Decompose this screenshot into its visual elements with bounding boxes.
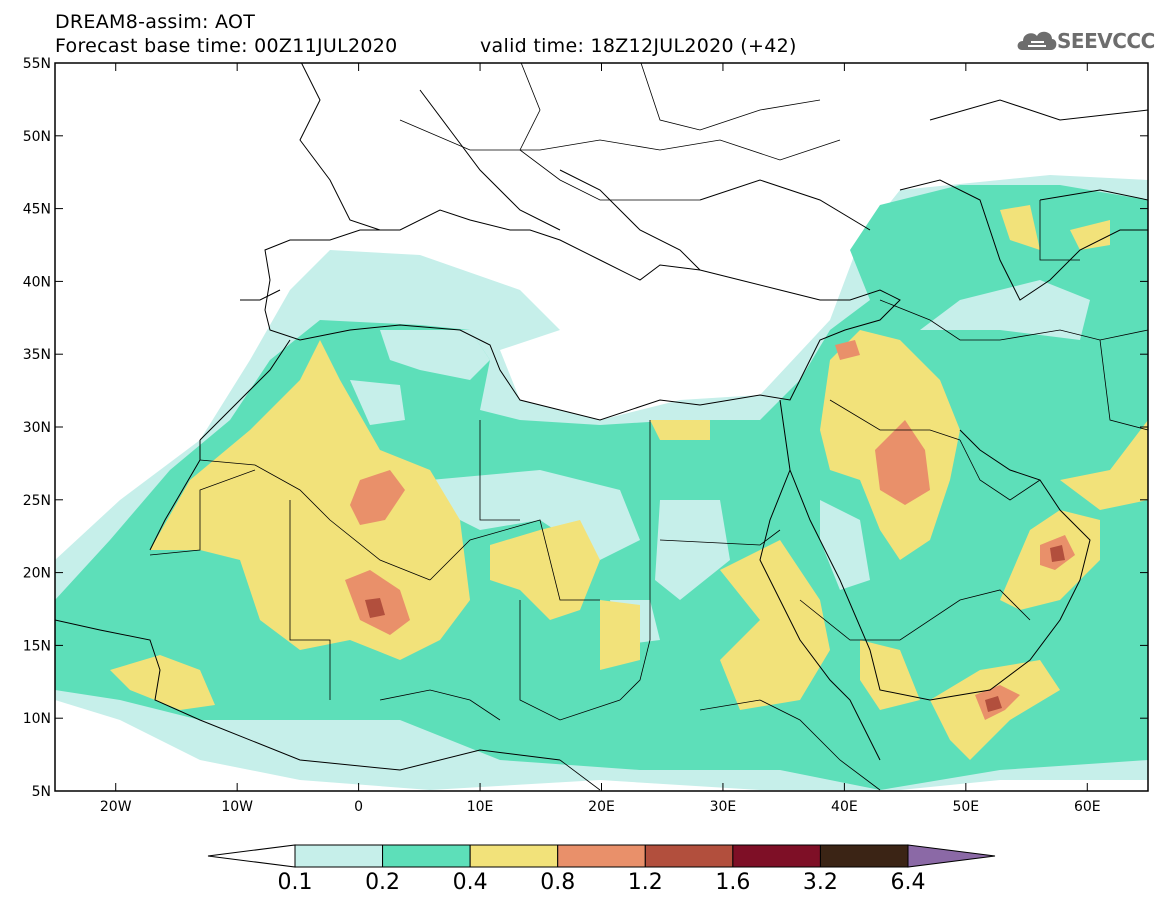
lat-tick-label: 35N xyxy=(23,347,51,363)
colorbar-segment xyxy=(294,844,384,868)
lat-tick-label: 10N xyxy=(23,711,51,727)
cloud-icon xyxy=(1017,31,1057,50)
colorbar-label: 1.6 xyxy=(715,870,751,895)
lat-tick-label: 5N xyxy=(32,784,51,800)
colorbar-segment xyxy=(557,844,646,868)
lat-tick-label: 25N xyxy=(23,493,51,509)
colorbar-label: 3.2 xyxy=(802,870,838,895)
logo-text: SEEVCCC xyxy=(1057,29,1155,53)
colorbar-over-triangle xyxy=(907,844,996,868)
colorbar-segment xyxy=(644,844,734,868)
lat-tick-label: 50N xyxy=(23,129,51,145)
forecast-base-time: Forecast base time: 00Z11JUL2020 xyxy=(55,35,398,57)
lon-tick-label: 10E xyxy=(467,799,494,815)
lon-tick-label: 40E xyxy=(831,799,858,815)
borders xyxy=(149,63,1148,791)
lat-tick-label: 30N xyxy=(23,420,51,436)
colorbar xyxy=(207,844,996,868)
latitude-axis: 55N 50N 45N 40N 35N 30N 25N 20N 15N 10N 5N xyxy=(23,56,1148,800)
aot-field xyxy=(55,63,1148,791)
lon-tick-label: 10W xyxy=(221,799,253,815)
lon-tick-label: 30E xyxy=(710,799,737,815)
colorbar-under-triangle xyxy=(207,844,296,868)
colorbar-label: 0.8 xyxy=(540,870,576,895)
coastlines xyxy=(55,63,1148,771)
lon-tick-label: 60E xyxy=(1074,799,1101,815)
colorbar-segment xyxy=(819,844,909,868)
lon-tick-label: 0 xyxy=(354,799,363,815)
lat-tick-label: 40N xyxy=(23,274,51,290)
colorbar-label: 0.4 xyxy=(452,870,488,895)
colorbar-label: 6.4 xyxy=(890,870,926,895)
colorbar-segment xyxy=(469,844,559,868)
lat-tick-label: 45N xyxy=(23,202,51,218)
longitude-axis: 20W 10W 0 10E 20E 30E 40E 50E 60E xyxy=(100,63,1101,815)
lat-tick-label: 55N xyxy=(23,56,51,72)
colorbar-label: 0.2 xyxy=(365,870,401,895)
colorbar-segment xyxy=(382,844,471,868)
lon-tick-label: 20E xyxy=(588,799,615,815)
colorbar-label: 0.1 xyxy=(277,870,313,895)
lat-tick-label: 20N xyxy=(23,566,51,582)
lon-tick-label: 20W xyxy=(100,799,132,815)
colorbar-segment xyxy=(732,844,821,868)
map-title: DREAM8-assim: AOT xyxy=(55,11,256,33)
lon-tick-label: 50E xyxy=(952,799,979,815)
valid-time: valid time: 18Z12JUL2020 (+42) xyxy=(480,35,797,57)
lat-tick-label: 15N xyxy=(23,638,51,654)
colorbar-label: 1.2 xyxy=(627,870,663,895)
